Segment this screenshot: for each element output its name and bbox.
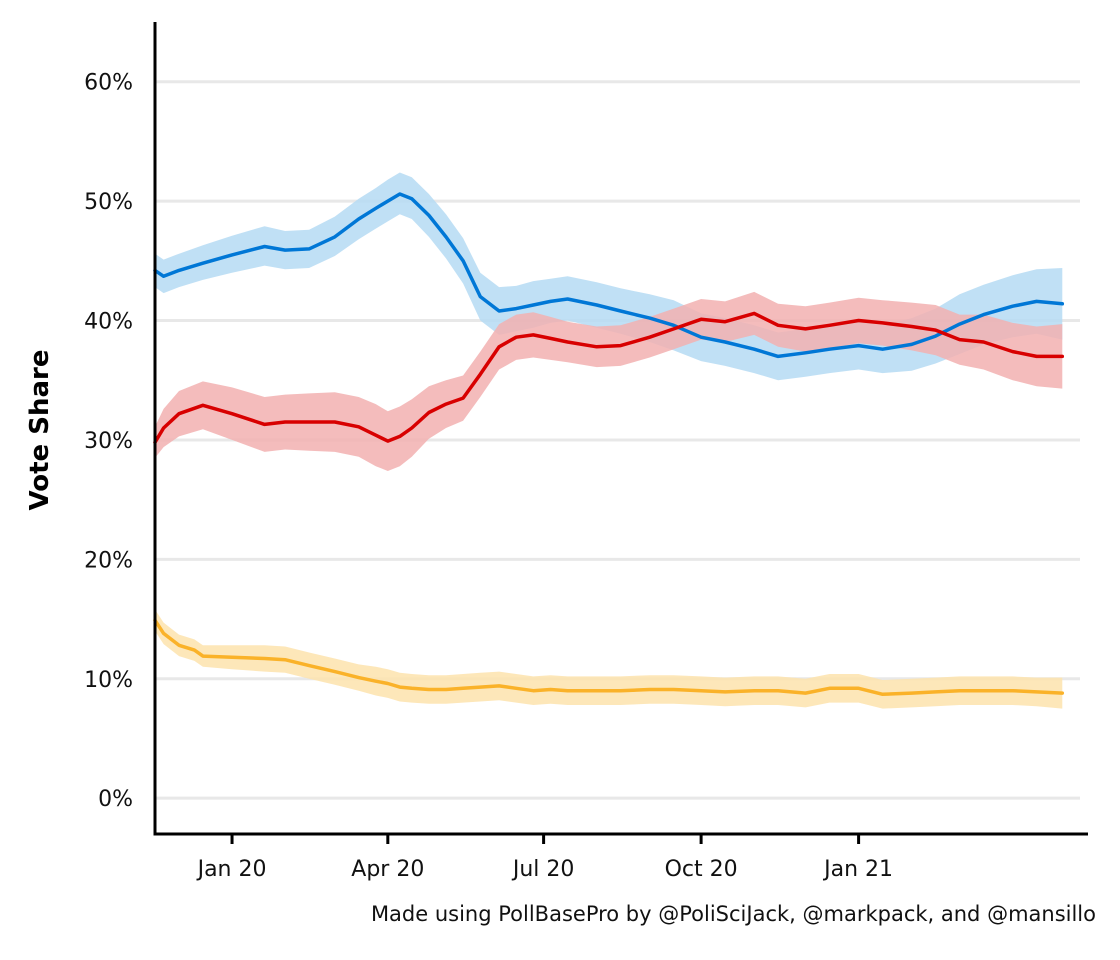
y-tick-label: 30%	[84, 429, 133, 454]
series-line	[153, 618, 1065, 697]
y-tick-label: 60%	[84, 71, 133, 96]
x-axis-ticks: Jan 20 Apr 20 Jul 20 Oct 20 Jan 21	[196, 834, 893, 882]
x-tick-label: Jan 21	[822, 857, 893, 882]
y-tick-label: 50%	[84, 190, 133, 215]
chart-caption: Made using PollBasePro by @PoliSciJack, …	[370, 902, 1096, 926]
y-tick-label: 40%	[84, 310, 133, 335]
series-lines	[153, 192, 1065, 697]
series-line	[153, 311, 1065, 445]
x-tick-label: Jan 20	[196, 857, 267, 882]
axes	[153, 22, 1088, 836]
x-tick-label: Oct 20	[665, 857, 738, 882]
y-axis-ticks: 0% 10% 20% 30% 40% 50% 60%	[84, 71, 133, 812]
y-axis-title: Vote Share	[25, 350, 55, 511]
series-band	[155, 291, 1063, 471]
y-tick-label: 10%	[84, 668, 133, 693]
y-tick-label: 0%	[98, 787, 133, 812]
x-tick-label: Jul 20	[511, 857, 575, 882]
series-line	[153, 192, 1065, 359]
x-tick-label: Apr 20	[351, 857, 424, 882]
y-tick-label: 20%	[84, 548, 133, 573]
